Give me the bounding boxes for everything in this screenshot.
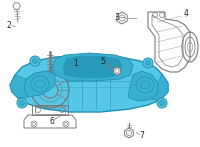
Circle shape — [20, 101, 24, 106]
Polygon shape — [117, 12, 127, 24]
Circle shape — [143, 58, 153, 68]
Polygon shape — [52, 53, 133, 81]
Text: 3: 3 — [115, 12, 119, 21]
Polygon shape — [63, 56, 122, 78]
Polygon shape — [10, 55, 168, 112]
Circle shape — [32, 59, 38, 64]
Circle shape — [17, 98, 27, 108]
Text: 4: 4 — [184, 9, 188, 17]
Text: 5: 5 — [101, 56, 105, 66]
Text: 6: 6 — [50, 117, 54, 126]
Polygon shape — [114, 67, 120, 75]
Text: 2: 2 — [7, 20, 11, 30]
Circle shape — [160, 101, 164, 106]
Polygon shape — [152, 74, 168, 100]
Polygon shape — [128, 71, 158, 101]
Circle shape — [146, 61, 151, 66]
Polygon shape — [125, 128, 133, 138]
Circle shape — [157, 98, 167, 108]
Polygon shape — [24, 71, 55, 97]
Polygon shape — [10, 75, 28, 98]
Text: 7: 7 — [140, 132, 144, 141]
Polygon shape — [13, 3, 20, 9]
Circle shape — [30, 56, 40, 66]
Text: 1: 1 — [74, 60, 78, 69]
